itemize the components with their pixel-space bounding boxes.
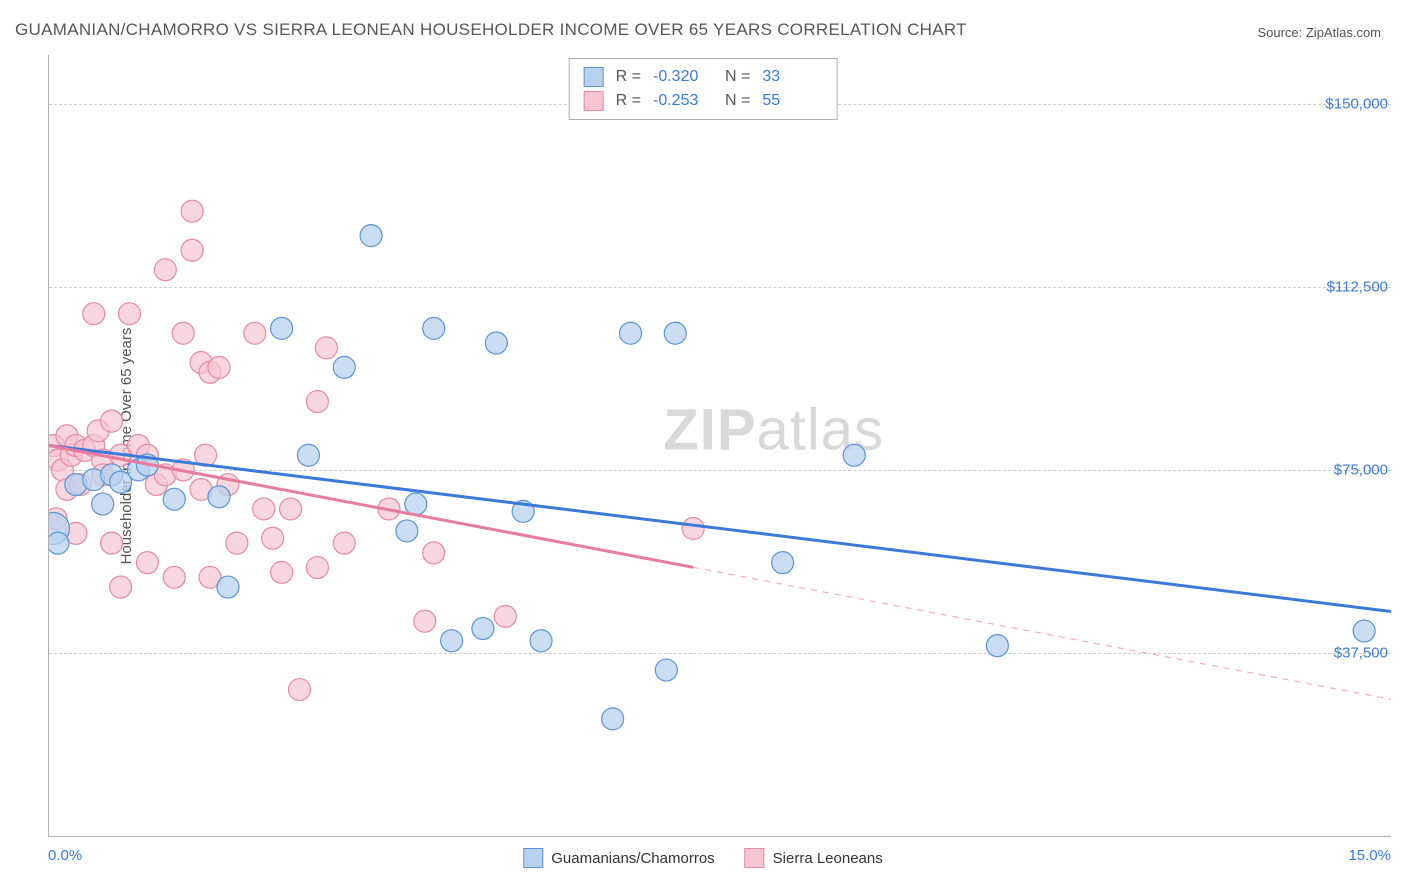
r-label-1: R = [616, 92, 641, 110]
data-point [92, 493, 114, 515]
data-point [315, 337, 337, 359]
data-point [423, 317, 445, 339]
data-point [423, 542, 445, 564]
legend-bottom-swatch-1 [745, 848, 765, 868]
data-point [655, 659, 677, 681]
data-point [333, 356, 355, 378]
data-point [217, 576, 239, 598]
x-tick-label: 0.0% [48, 847, 82, 864]
trend-line-solid [49, 446, 1391, 612]
trend-line-solid [49, 446, 693, 568]
legend-row-series-0: R = -0.320 N = 33 [584, 65, 823, 89]
legend-bottom-swatch-0 [523, 848, 543, 868]
data-point [208, 356, 230, 378]
data-point [208, 486, 230, 508]
data-point [306, 557, 328, 579]
data-point [360, 225, 382, 247]
chart-title: GUAMANIAN/CHAMORRO VS SIERRA LEONEAN HOU… [15, 20, 967, 40]
data-point [154, 259, 176, 281]
data-point [530, 630, 552, 652]
data-point [297, 444, 319, 466]
legend-item-0: Guamanians/Chamorros [523, 848, 714, 868]
data-point [226, 532, 248, 554]
legend-bottom-label-0: Guamanians/Chamorros [551, 850, 714, 867]
data-point [163, 566, 185, 588]
data-point [244, 322, 266, 344]
data-point [136, 552, 158, 574]
x-tick-label: 15.0% [1348, 847, 1391, 864]
data-point [181, 200, 203, 222]
data-point [843, 444, 865, 466]
chart-plot-area: ZIPatlas [48, 55, 1391, 837]
data-point [472, 618, 494, 640]
n-value-1: 55 [762, 92, 822, 110]
data-point [986, 635, 1008, 657]
data-point [280, 498, 302, 520]
r-label-0: R = [616, 68, 641, 86]
scatter-svg [49, 55, 1391, 836]
data-point [253, 498, 275, 520]
data-point [101, 410, 123, 432]
data-point [602, 708, 624, 730]
data-point [172, 322, 194, 344]
data-point [306, 391, 328, 413]
data-point [271, 317, 293, 339]
r-value-1: -0.253 [653, 92, 713, 110]
data-point [682, 517, 704, 539]
data-point [333, 532, 355, 554]
n-label-1: N = [725, 92, 750, 110]
series-legend: Guamanians/Chamorros Sierra Leoneans [523, 848, 882, 868]
data-point [396, 520, 418, 542]
data-point [83, 303, 105, 325]
source-label: Source: ZipAtlas.com [1257, 25, 1381, 40]
data-point [119, 303, 141, 325]
chart-container: GUAMANIAN/CHAMORRO VS SIERRA LEONEAN HOU… [0, 0, 1406, 892]
data-point [289, 679, 311, 701]
data-point [262, 527, 284, 549]
data-point [163, 488, 185, 510]
data-point [271, 561, 293, 583]
data-point [101, 532, 123, 554]
data-point [494, 605, 516, 627]
data-point [405, 493, 427, 515]
legend-swatch-0 [584, 67, 604, 87]
correlation-legend: R = -0.320 N = 33 R = -0.253 N = 55 [569, 58, 838, 120]
data-point [772, 552, 794, 574]
trend-line-dashed [693, 567, 1391, 699]
r-value-0: -0.320 [653, 68, 713, 86]
data-point [620, 322, 642, 344]
data-point [49, 532, 69, 554]
n-value-0: 33 [762, 68, 822, 86]
data-point [414, 610, 436, 632]
legend-swatch-1 [584, 91, 604, 111]
data-point [664, 322, 686, 344]
data-point [485, 332, 507, 354]
legend-item-1: Sierra Leoneans [745, 848, 883, 868]
legend-bottom-label-1: Sierra Leoneans [773, 850, 883, 867]
data-point [441, 630, 463, 652]
data-point [181, 239, 203, 261]
n-label-0: N = [725, 68, 750, 86]
legend-row-series-1: R = -0.253 N = 55 [584, 89, 823, 113]
data-point [110, 576, 132, 598]
data-point [1353, 620, 1375, 642]
